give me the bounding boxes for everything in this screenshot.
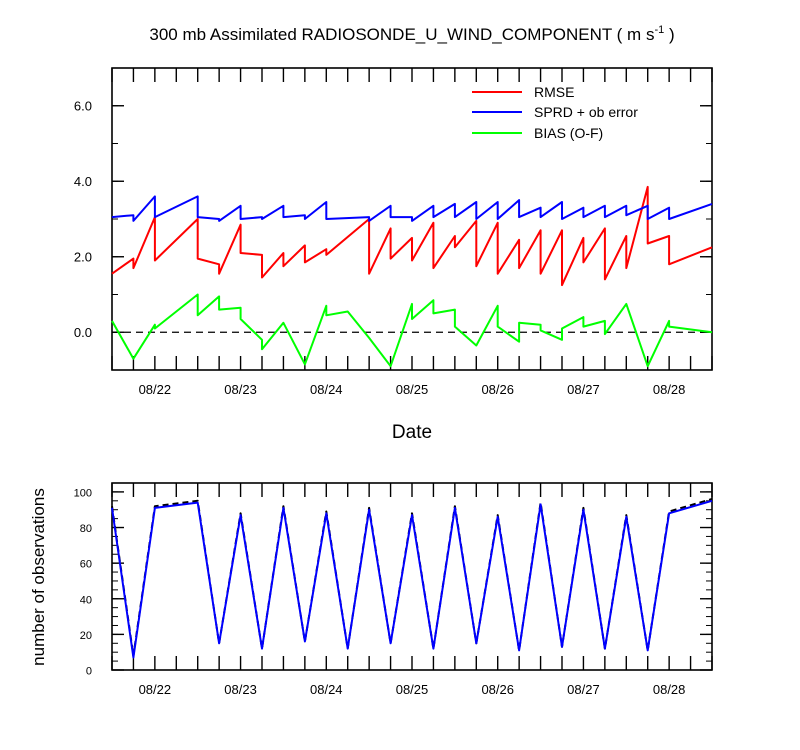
series-line-rmse [111, 185, 713, 287]
series-line-sprd-ob-error [111, 195, 713, 222]
y-tick-label: 0.0 [74, 325, 92, 340]
x-tick-label: 08/27 [567, 382, 600, 397]
y-tick-label: 6.0 [74, 98, 92, 113]
top-chart-panel: 08/22 08/23 08/24 08/25 08/26 08/27 08/28 0.0 2.… [74, 67, 713, 443]
y-tick-label: 0 [86, 666, 92, 678]
y-tick-label: 4.0 [74, 174, 92, 189]
x-tick-label: 08/27 [567, 682, 600, 697]
y-tick-label: 40 [80, 594, 92, 606]
x-tick-label: 08/23 [224, 382, 257, 397]
y-tick-label: 2.0 [74, 249, 92, 264]
series-line-observations-possible [111, 498, 713, 657]
top-x-axis-label: Date [392, 422, 432, 443]
x-tick-label: 08/24 [310, 682, 343, 697]
legend-label-rmse: RMSE [534, 84, 574, 100]
top-tick-marks [111, 67, 713, 371]
bottom-plot-frame [111, 482, 713, 671]
x-tick-label: 08/23 [224, 682, 257, 697]
series-line-observations-used [111, 499, 713, 659]
x-tick-label: 08/24 [310, 382, 343, 397]
x-tick-label: 08/28 [653, 682, 686, 697]
legend: RMSE SPRD + ob error BIAS (O-F) [472, 84, 638, 141]
title-units-superscript: -1 [654, 24, 664, 36]
legend-label-sprd: SPRD + ob error [534, 104, 638, 120]
bottom-tick-marks [111, 482, 713, 671]
legend-label-bias: BIAS (O-F) [534, 125, 603, 141]
y-tick-label: 100 [74, 487, 92, 499]
bottom-y-axis-label: number of observations [29, 488, 48, 666]
x-tick-label: 08/26 [481, 382, 514, 397]
y-tick-label: 20 [80, 630, 92, 642]
x-tick-label: 08/26 [481, 682, 514, 697]
x-tick-label: 08/22 [139, 382, 172, 397]
top-series-group [111, 185, 713, 368]
x-tick-label: 08/22 [139, 682, 172, 697]
x-tick-label: 08/25 [396, 682, 429, 697]
title-close: ) [664, 25, 674, 44]
bottom-tick-labels: 08/22 08/23 08/24 08/25 08/26 08/27 08/28 0 20 40… [74, 487, 686, 697]
y-tick-label: 80 [80, 523, 92, 535]
bottom-series-group [111, 498, 713, 659]
x-tick-label: 08/25 [396, 382, 429, 397]
x-tick-label: 08/28 [653, 382, 686, 397]
y-tick-label: 60 [80, 559, 92, 571]
series-line-bias-o-f- [111, 293, 713, 368]
top-tick-labels: 08/22 08/23 08/24 08/25 08/26 08/27 08/28 0.0 2.… [74, 98, 685, 397]
bottom-chart-panel: 08/22 08/23 08/24 08/25 08/26 08/27 08/28 0 20 40… [29, 482, 713, 697]
top-chart-title: 300 mb Assimilated RADIOSONDE_U_WIND_COM… [149, 24, 674, 44]
